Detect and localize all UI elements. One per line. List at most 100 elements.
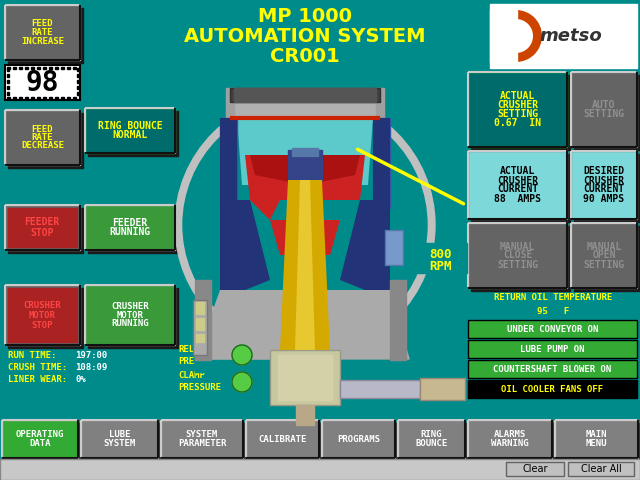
Text: MANUAL: MANUAL: [586, 241, 621, 252]
Polygon shape: [245, 155, 365, 255]
Text: RING BOUNCE: RING BOUNCE: [98, 121, 163, 131]
Bar: [196, 334, 204, 342]
Circle shape: [507, 29, 521, 43]
Text: CRUSHER: CRUSHER: [497, 176, 538, 185]
Bar: [164, 423, 246, 461]
Text: RUNNING: RUNNING: [111, 319, 149, 328]
Bar: [31, 67, 34, 69]
Text: SYSTEM: SYSTEM: [186, 430, 218, 439]
Bar: [249, 423, 322, 461]
Circle shape: [232, 372, 252, 392]
Bar: [77, 92, 79, 95]
Bar: [415, 243, 467, 273]
Text: SYSTEM: SYSTEM: [104, 439, 136, 448]
Bar: [43, 67, 46, 69]
Polygon shape: [340, 200, 390, 300]
Bar: [77, 86, 79, 89]
Bar: [468, 420, 552, 458]
Bar: [506, 462, 564, 476]
Bar: [5, 65, 80, 100]
Bar: [246, 420, 319, 458]
Text: FEED: FEED: [32, 124, 53, 133]
Bar: [31, 97, 34, 98]
Text: PARAMETER: PARAMETER: [178, 439, 226, 448]
Text: UNDER CONVEYOR ON: UNDER CONVEYOR ON: [507, 324, 598, 334]
Bar: [305, 360, 415, 372]
Bar: [226, 88, 234, 143]
Text: CLOSE: CLOSE: [503, 251, 532, 261]
Bar: [49, 67, 52, 69]
Bar: [7, 92, 8, 95]
Text: WARNING: WARNING: [491, 439, 529, 448]
Bar: [490, 4, 637, 68]
Bar: [220, 118, 237, 208]
Text: SETTING: SETTING: [584, 109, 625, 119]
Text: 197:00: 197:00: [75, 351, 108, 360]
Bar: [85, 108, 175, 153]
Bar: [88, 288, 178, 348]
Text: CRUSHER: CRUSHER: [497, 100, 538, 110]
Bar: [0, 459, 640, 480]
Bar: [574, 226, 640, 291]
Bar: [61, 67, 64, 69]
Text: CRUSHER: CRUSHER: [111, 302, 149, 311]
Bar: [37, 97, 40, 98]
Bar: [25, 67, 28, 69]
Polygon shape: [295, 180, 315, 350]
Text: COUNTERSHAFT BLOWER ON: COUNTERSHAFT BLOWER ON: [493, 364, 612, 373]
Polygon shape: [220, 118, 237, 240]
Text: MP 1000: MP 1000: [258, 7, 352, 25]
Text: Clear: Clear: [522, 464, 548, 474]
Text: PRESSURE: PRESSURE: [178, 357, 221, 365]
Bar: [278, 355, 332, 400]
Text: SETTING: SETTING: [497, 109, 538, 119]
Bar: [5, 205, 80, 250]
Text: LUBE PUMP ON: LUBE PUMP ON: [520, 345, 585, 353]
Text: RATE: RATE: [32, 133, 53, 142]
Text: RELEASE: RELEASE: [178, 346, 216, 355]
Bar: [468, 340, 637, 358]
Text: MANUAL: MANUAL: [500, 241, 535, 252]
Polygon shape: [280, 180, 330, 350]
Bar: [84, 423, 161, 461]
Text: CURRENT: CURRENT: [584, 184, 625, 194]
Text: ACTUAL: ACTUAL: [500, 91, 535, 101]
Bar: [7, 80, 8, 83]
Text: MOTOR: MOTOR: [29, 312, 56, 321]
Text: AUTO: AUTO: [592, 100, 616, 110]
Bar: [13, 67, 16, 69]
Text: RING: RING: [420, 430, 442, 439]
Text: RETURN OIL TEMPERATURE: RETURN OIL TEMPERATURE: [494, 293, 612, 302]
Bar: [43, 97, 46, 98]
Bar: [161, 420, 243, 458]
Bar: [490, 10, 517, 62]
Bar: [296, 405, 314, 425]
Text: MAIN: MAIN: [586, 430, 607, 439]
Bar: [49, 97, 52, 98]
Circle shape: [183, 103, 427, 347]
Bar: [5, 110, 80, 165]
Bar: [61, 97, 64, 98]
Polygon shape: [220, 200, 270, 300]
Bar: [19, 97, 22, 98]
Bar: [7, 86, 8, 89]
Bar: [288, 150, 322, 180]
Polygon shape: [373, 118, 390, 240]
Bar: [385, 230, 403, 265]
Text: ACTUAL: ACTUAL: [500, 167, 535, 177]
Bar: [196, 302, 204, 314]
Bar: [468, 72, 567, 147]
Bar: [7, 74, 8, 77]
Text: DATA: DATA: [29, 439, 51, 448]
Text: 108:09: 108:09: [75, 363, 108, 372]
Text: NORMAL: NORMAL: [113, 130, 148, 140]
Bar: [322, 420, 395, 458]
Text: Clear All: Clear All: [580, 464, 621, 474]
Bar: [468, 223, 567, 288]
Text: RATE: RATE: [32, 28, 53, 37]
Bar: [77, 68, 79, 71]
Bar: [230, 88, 380, 118]
Text: CRUSHER: CRUSHER: [23, 301, 61, 311]
Bar: [468, 380, 637, 398]
Bar: [85, 285, 175, 345]
